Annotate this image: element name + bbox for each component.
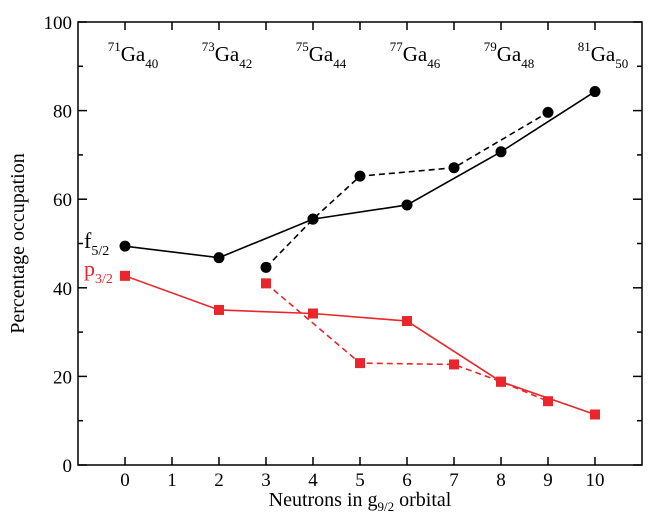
- data-point: [261, 278, 271, 289]
- x-tick-label: 10: [586, 470, 605, 491]
- x-tick-label: 7: [449, 470, 459, 491]
- data-point: [120, 270, 130, 281]
- x-tick-label: 9: [543, 470, 553, 491]
- series-line: [124, 275, 596, 416]
- data-point: [402, 316, 412, 327]
- series-markers: [119, 86, 601, 420]
- data-point: [590, 409, 600, 420]
- data-point: [448, 162, 460, 174]
- data-point: [449, 359, 459, 370]
- plot-frame: [77, 21, 643, 466]
- data-point: [355, 358, 365, 369]
- x-tick-label: 8: [496, 470, 506, 491]
- isotope-label: 71Ga40: [108, 39, 159, 71]
- data-point: [354, 170, 366, 182]
- x-tick-label: 2: [214, 470, 224, 491]
- isotope-label: 77Ga46: [390, 39, 441, 71]
- data-point: [542, 106, 554, 118]
- data-point: [213, 252, 225, 264]
- data-point: [589, 86, 601, 98]
- isotope-label: 81Ga50: [578, 39, 629, 71]
- isotope-annotations: 71Ga40 73Ga42 75Ga44 77Ga46 79Ga48 81Ga50: [108, 39, 629, 71]
- x-tick-label: 5: [355, 470, 365, 491]
- data-point: [214, 304, 224, 315]
- data-point: [401, 199, 413, 211]
- isotope-label: 79Ga48: [484, 39, 535, 71]
- series-line: [124, 90, 596, 259]
- data-point: [495, 146, 507, 158]
- x-tick-label: 3: [261, 470, 271, 491]
- data-point: [307, 213, 319, 225]
- x-tick-label: 1: [167, 470, 177, 491]
- x-tick-label: 0: [120, 470, 130, 491]
- series-label-p: p3/2: [84, 256, 113, 287]
- series-line: [265, 111, 549, 268]
- data-point: [260, 261, 272, 273]
- series-labels: f5/2p3/2: [84, 228, 113, 287]
- x-tick-label: 4: [308, 470, 318, 491]
- series-label-f: f5/2: [84, 228, 109, 259]
- data-point: [308, 308, 318, 319]
- data-point: [543, 396, 553, 407]
- y-tick-label: 100: [44, 13, 73, 34]
- y-tick-label: 0: [63, 456, 73, 477]
- axis-ticks: [78, 21, 642, 466]
- isotope-label: 73Ga42: [202, 39, 253, 71]
- series-line: [265, 282, 549, 402]
- data-point: [496, 376, 506, 387]
- x-tick-label: 6: [402, 470, 412, 491]
- y-tick-label: 60: [53, 190, 72, 211]
- data-point: [119, 240, 131, 252]
- x-axis-label: Neutrons in g9/2 orbital: [269, 489, 452, 514]
- y-axis-label: Percentage occupation: [7, 153, 29, 333]
- y-tick-label: 80: [53, 102, 72, 123]
- isotope-label: 75Ga44: [296, 39, 347, 71]
- y-tick-label: 20: [53, 367, 72, 388]
- y-tick-label: 40: [53, 279, 72, 300]
